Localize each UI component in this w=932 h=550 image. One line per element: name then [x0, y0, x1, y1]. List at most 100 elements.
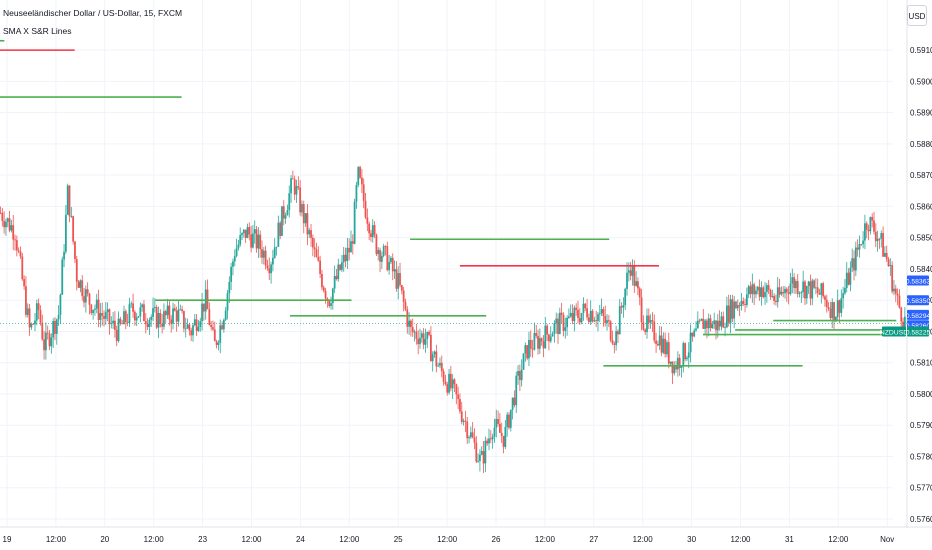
candle-body: [560, 312, 563, 315]
candle-body: [655, 340, 657, 344]
candle-body: [635, 281, 637, 286]
candle-body: [48, 333, 51, 347]
candle-body: [600, 309, 603, 314]
candle-body: [448, 373, 450, 393]
candle-body: [143, 304, 145, 322]
candle-body: [693, 330, 696, 337]
candle-body: [61, 259, 64, 295]
candle-body: [813, 280, 815, 288]
candle-body: [90, 304, 93, 314]
candle-body: [691, 332, 694, 337]
candle-body: [59, 294, 62, 315]
candle-body: [586, 308, 588, 318]
candle-body: [453, 379, 456, 385]
candle-body: [814, 287, 817, 289]
candle-body: [838, 300, 841, 313]
candle-body: [184, 328, 187, 330]
candle-body: [237, 244, 240, 249]
y-tick-label: 0.59100: [910, 46, 932, 55]
candle-body: [79, 280, 82, 288]
candle-body: [161, 323, 164, 327]
candle-body: [63, 251, 65, 260]
candle-body: [388, 261, 391, 271]
candle-body: [424, 338, 427, 345]
candle-body: [175, 310, 178, 322]
candle-body: [43, 339, 45, 351]
x-tick-label: 23: [198, 535, 207, 544]
candle-body: [651, 320, 654, 322]
candle-body: [749, 286, 752, 295]
candle-body: [825, 299, 828, 308]
candle-body: [353, 201, 356, 244]
candle-body: [23, 279, 26, 287]
candle-body: [820, 283, 823, 295]
x-tick-label: 12:00: [437, 535, 458, 544]
candle-body: [671, 361, 674, 374]
candle-body: [371, 225, 374, 238]
candle-body: [30, 323, 33, 328]
candle-body: [25, 286, 27, 315]
candle-body: [840, 298, 843, 313]
candle-body: [201, 303, 203, 322]
candle-body: [684, 343, 687, 360]
candle-body: [221, 325, 223, 330]
candle-body: [310, 230, 312, 238]
candle-body: [15, 240, 18, 251]
candle-body: [735, 301, 737, 309]
candle-body: [202, 303, 205, 312]
candle-body: [767, 285, 770, 290]
candle-body: [415, 331, 418, 339]
candle-body: [32, 323, 35, 325]
candle-body: [293, 179, 296, 195]
candle-body: [124, 311, 127, 322]
candle-body: [213, 329, 216, 342]
candle-body: [689, 332, 692, 353]
price-tag: [907, 295, 929, 306]
candle-body: [0, 212, 2, 214]
candle-body: [698, 320, 701, 322]
candle-body: [5, 221, 7, 228]
x-tick-label: 12:00: [633, 535, 654, 544]
candle-body: [137, 316, 140, 318]
candle-body: [246, 227, 249, 238]
candle-body: [473, 437, 476, 443]
candle-body: [818, 292, 821, 295]
candle-body: [230, 266, 233, 282]
candle-body: [34, 320, 36, 325]
candle-body: [851, 258, 854, 268]
candle-body: [348, 247, 351, 253]
currency-button[interactable]: USD: [907, 5, 927, 26]
price-tag-label: 0.58225: [906, 329, 931, 336]
candle-body: [166, 305, 169, 316]
candle-body: [72, 216, 75, 242]
candle-body: [598, 313, 601, 315]
candle-body: [157, 313, 160, 328]
candle-body: [469, 432, 472, 438]
candle-body: [128, 304, 131, 323]
candle-body: [764, 292, 766, 298]
candle-body: [482, 451, 485, 464]
candle-body: [433, 351, 436, 355]
indicator-label[interactable]: SMA X S&R Lines: [3, 26, 72, 36]
candle-body: [760, 287, 763, 297]
candle-body: [834, 317, 837, 322]
candle-body: [186, 324, 189, 329]
candle-body: [647, 315, 650, 323]
candle-body: [713, 320, 716, 325]
candle-body: [555, 318, 558, 324]
candle-body: [617, 331, 619, 335]
candle-body: [139, 307, 142, 317]
candle-body: [337, 264, 340, 280]
candle-body: [696, 320, 699, 329]
candle-body: [459, 399, 461, 412]
candle-body: [902, 321, 904, 328]
candle-body: [624, 288, 627, 306]
candle-body: [302, 204, 305, 224]
candle-body: [28, 308, 31, 328]
candle-body: [261, 249, 263, 258]
candle-body: [35, 303, 38, 321]
candle-body: [885, 252, 888, 260]
candle-body: [17, 250, 20, 252]
